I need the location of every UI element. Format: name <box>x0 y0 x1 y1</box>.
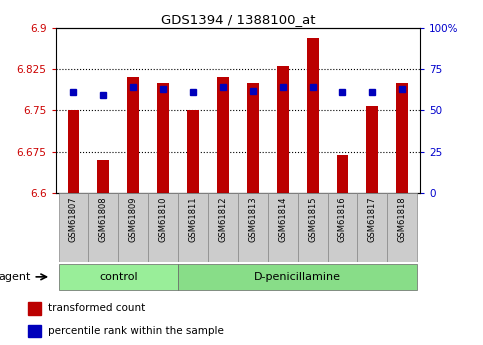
Title: GDS1394 / 1388100_at: GDS1394 / 1388100_at <box>161 13 315 27</box>
Text: GSM61811: GSM61811 <box>188 197 198 242</box>
Bar <box>98 160 109 193</box>
Text: transformed count: transformed count <box>48 303 145 313</box>
Bar <box>58 264 178 290</box>
Bar <box>298 193 327 262</box>
Bar <box>28 325 41 337</box>
Bar <box>367 106 378 193</box>
Bar <box>118 193 148 262</box>
Bar <box>238 193 268 262</box>
Text: agent: agent <box>0 272 30 282</box>
Bar <box>327 193 357 262</box>
Bar <box>148 193 178 262</box>
Text: GSM61817: GSM61817 <box>368 197 377 242</box>
Text: percentile rank within the sample: percentile rank within the sample <box>48 326 224 336</box>
Text: GSM61816: GSM61816 <box>338 197 347 242</box>
Text: GSM61809: GSM61809 <box>129 197 138 242</box>
Bar <box>88 193 118 262</box>
Bar <box>217 77 229 193</box>
Bar <box>307 38 319 193</box>
Bar <box>187 110 199 193</box>
Text: GSM61810: GSM61810 <box>158 197 168 242</box>
Bar <box>357 193 387 262</box>
Text: GSM61807: GSM61807 <box>69 197 78 242</box>
Text: GSM61813: GSM61813 <box>248 197 257 242</box>
Bar <box>247 83 259 193</box>
Bar <box>157 83 169 193</box>
Text: GSM61818: GSM61818 <box>398 197 407 242</box>
Bar <box>178 193 208 262</box>
Bar <box>396 83 408 193</box>
Bar <box>28 302 41 315</box>
Bar <box>208 193 238 262</box>
Text: control: control <box>99 272 138 282</box>
Text: GSM61815: GSM61815 <box>308 197 317 242</box>
Text: GSM61814: GSM61814 <box>278 197 287 242</box>
Bar <box>268 193 298 262</box>
Bar <box>337 155 348 193</box>
Bar <box>128 77 139 193</box>
Text: D-penicillamine: D-penicillamine <box>254 272 341 282</box>
Bar <box>277 66 289 193</box>
Bar <box>68 110 80 193</box>
Bar <box>387 193 417 262</box>
Bar <box>58 193 88 262</box>
Bar <box>178 264 417 290</box>
Text: GSM61812: GSM61812 <box>218 197 227 242</box>
Text: GSM61808: GSM61808 <box>99 197 108 242</box>
